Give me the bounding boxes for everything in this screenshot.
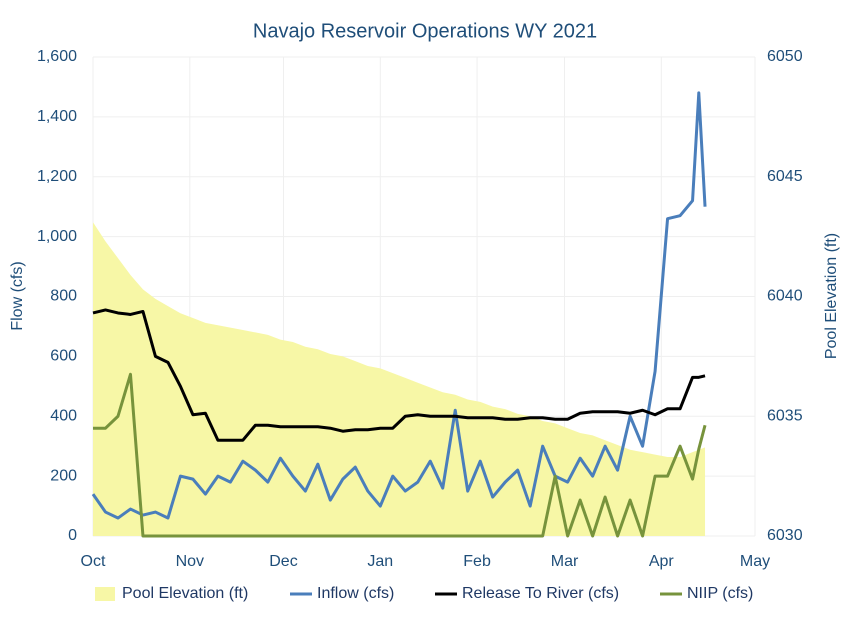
y-tick-label: 600 <box>50 348 77 365</box>
x-tick-label: Dec <box>269 553 297 570</box>
y-tick-label: 200 <box>50 467 77 484</box>
x-tick-label: Jan <box>367 553 393 570</box>
y-tick-label: 1,400 <box>37 108 77 125</box>
legend-label: Release To River (cfs) <box>462 585 619 602</box>
x-tick-label: Apr <box>649 553 675 570</box>
y2-tick-label: 6035 <box>767 407 803 424</box>
y-tick-label: 400 <box>50 407 77 424</box>
y-tick-label: 800 <box>50 288 77 305</box>
area <box>93 222 706 536</box>
chart-title: Navajo Reservoir Operations WY 2021 <box>253 20 597 42</box>
line <box>91 91 707 520</box>
legend-label: Inflow (cfs) <box>317 585 394 602</box>
y-tick-label: 1,000 <box>37 228 77 245</box>
x-tick-label: Feb <box>463 553 491 570</box>
x-tick-label: May <box>740 553 770 570</box>
x-tick-label: Nov <box>176 553 204 570</box>
line <box>93 372 707 538</box>
y2-axis-label: Pool Elevation (ft) <box>823 233 840 359</box>
y2-tick-label: 6050 <box>767 48 803 65</box>
line <box>92 308 706 442</box>
x-tick-label: Oct <box>81 553 106 570</box>
x-tick-label: Mar <box>551 553 579 570</box>
y-axis-label: Flow (cfs) <box>9 261 26 330</box>
legend-swatch <box>95 587 115 601</box>
legend-label: Pool Elevation (ft) <box>122 585 248 602</box>
y2-tick-label: 6040 <box>767 288 803 305</box>
legend-label: NIIP (cfs) <box>687 585 753 602</box>
y2-tick-label: 6030 <box>767 527 803 544</box>
y-tick-label: 1,600 <box>37 48 77 65</box>
y-tick-label: 0 <box>68 527 77 544</box>
y-tick-label: 1,200 <box>37 168 77 185</box>
y2-tick-label: 6045 <box>767 168 803 185</box>
